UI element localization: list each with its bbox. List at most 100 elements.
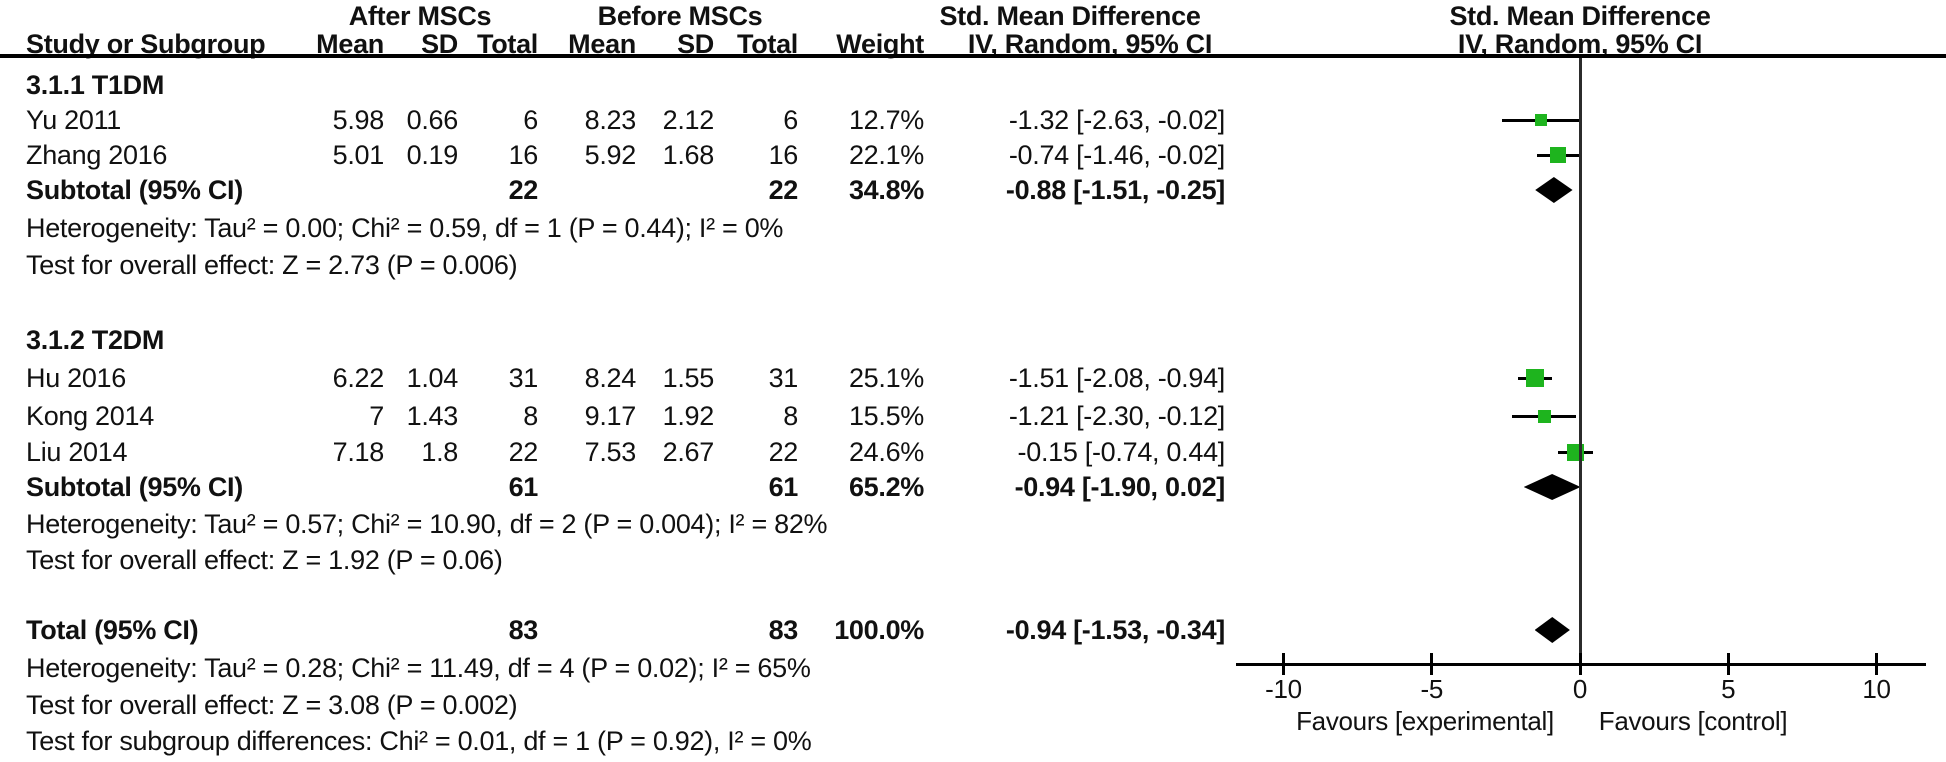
study-row-hu-2016: Hu 2016 6.22 1.04 31 8.24 1.55 31 25.1% … [0, 360, 1946, 396]
sd-before: 1.68 [662, 140, 715, 170]
header-divider [0, 54, 1946, 58]
weight: 25.1% [848, 363, 924, 393]
subtotal-label: Subtotal (95% CI) [26, 472, 243, 502]
overall-effect-t1dm: Test for overall effect: Z = 2.73 (P = 0… [0, 247, 1946, 283]
study-row-zhang-2016: Zhang 2016 5.01 0.19 16 5.92 1.68 16 22.… [0, 137, 1946, 173]
smd-plot-title: Std. Mean Difference [1449, 1, 1711, 31]
total-after: 6 [523, 105, 538, 135]
subtotal-weight: 34.8% [848, 175, 924, 205]
total-before: 8 [783, 401, 798, 431]
smd-ci-text: -1.51 [-2.08, -0.94] [1008, 363, 1225, 393]
mean-after: 7.18 [332, 437, 385, 467]
study-marker [1534, 114, 1547, 126]
subtotal-total-before: 22 [768, 175, 799, 205]
sd-before: 2.67 [662, 437, 715, 467]
subgroup-header-t2dm: 3.1.2 T2DM [0, 322, 1946, 358]
mean-before: 7.53 [584, 437, 637, 467]
subgroup-label: 3.1.2 T2DM [26, 325, 165, 355]
axis-tick [1726, 653, 1730, 675]
axis-tick [1282, 653, 1285, 675]
study-row-kong-2014: Kong 2014 7 1.43 8 9.17 1.92 8 15.5% -1.… [0, 398, 1946, 434]
weight: 22.1% [848, 140, 924, 170]
heterogeneity-text: Heterogeneity: Tau² = 0.00; Chi² = 0.59,… [26, 213, 784, 243]
overall-effect-total: Test for overall effect: Z = 3.08 (P = 0… [0, 687, 1946, 723]
total-total-before: 83 [768, 615, 799, 645]
overall-effect-text: Test for overall effect: Z = 1.92 (P = 0… [26, 545, 503, 575]
sd-before: 1.92 [662, 401, 715, 431]
axis-tick [1578, 653, 1582, 675]
overall-effect-text: Test for overall effect: Z = 2.73 (P = 0… [26, 250, 518, 280]
heterogeneity-total: Heterogeneity: Tau² = 0.28; Chi² = 11.49… [0, 650, 1946, 686]
axis-tick-label: 5 [1721, 674, 1736, 704]
smd-ci-text: -1.21 [-2.30, -0.12] [1008, 401, 1225, 431]
before-mscs-header: Before MSCs [597, 1, 763, 31]
subtotal-label: Subtotal (95% CI) [26, 175, 243, 205]
subgroup-label: 3.1.1 T1DM [26, 70, 165, 100]
mean-after: 5.01 [332, 140, 385, 170]
smd-ci-text: -0.74 [-1.46, -0.02] [1008, 140, 1225, 170]
favours-control-label: Favours [control] [1598, 706, 1788, 736]
total-label: Total (95% CI) [26, 615, 199, 645]
total-after: 31 [508, 363, 539, 393]
smd-column-title: Std. Mean Difference [939, 1, 1201, 31]
total-after: 22 [508, 437, 539, 467]
overall-effect-t2dm: Test for overall effect: Z = 1.92 (P = 0… [0, 542, 1946, 578]
weight: 24.6% [848, 437, 924, 467]
sd-before: 1.55 [662, 363, 715, 393]
weight: 12.7% [848, 105, 924, 135]
weight: 15.5% [848, 401, 924, 431]
total-after: 16 [508, 140, 539, 170]
axis-tick [1430, 653, 1434, 675]
header-row-groups: After MSCs Before MSCs Std. Mean Differe… [0, 0, 1946, 34]
heterogeneity-t2dm: Heterogeneity: Tau² = 0.57; Chi² = 10.90… [0, 506, 1946, 542]
favours-experimental-label: Favours [experimental] [1296, 706, 1554, 736]
study-marker [1526, 369, 1545, 387]
study-row-yu-2011: Yu 2011 5.98 0.66 6 8.23 2.12 6 12.7% -1… [0, 102, 1946, 138]
total-before: 16 [768, 140, 799, 170]
subtotal-total-after: 22 [508, 175, 539, 205]
study-marker [1537, 409, 1551, 423]
total-before: 22 [768, 437, 799, 467]
study-name: Yu 2011 [26, 105, 121, 135]
total-ci-text: -0.94 [-1.53, -0.34] [1005, 615, 1225, 645]
sd-after: 1.8 [421, 437, 458, 467]
mean-after: 7 [369, 401, 384, 431]
zero-line [1579, 58, 1582, 664]
study-name: Hu 2016 [26, 363, 126, 393]
subtotal-total-after: 61 [508, 472, 539, 502]
sd-before: 2.12 [662, 105, 715, 135]
total-total-after: 83 [508, 615, 539, 645]
sd-after: 0.66 [406, 105, 459, 135]
total-row: Total (95% CI) 83 83 100.0% -0.94 [-1.53… [0, 612, 1946, 648]
overall-effect-text: Test for overall effect: Z = 3.08 (P = 0… [26, 690, 518, 720]
sd-after: 0.19 [406, 140, 459, 170]
sd-after: 1.04 [406, 363, 459, 393]
mean-before: 9.17 [584, 401, 637, 431]
subtotal-row-t1dm: Subtotal (95% CI) 22 22 34.8% -0.88 [-1.… [0, 172, 1946, 208]
subgroup-differences-text: Test for subgroup differences: Chi² = 0.… [26, 726, 812, 756]
axis-tick-label: -10 [1265, 674, 1302, 704]
heterogeneity-t1dm: Heterogeneity: Tau² = 0.00; Chi² = 0.59,… [0, 210, 1946, 246]
smd-ci-text: -1.32 [-2.63, -0.02] [1008, 105, 1225, 135]
mean-after: 5.98 [332, 105, 385, 135]
study-row-liu-2014: Liu 2014 7.18 1.8 22 7.53 2.67 22 24.6% … [0, 434, 1946, 470]
axis-tick-label: -5 [1420, 674, 1444, 704]
total-before: 31 [768, 363, 799, 393]
mean-before: 5.92 [584, 140, 637, 170]
axis-tick-label: 10 [1862, 674, 1891, 704]
total-after: 8 [523, 401, 538, 431]
mean-after: 6.22 [332, 363, 385, 393]
axis-tick [1875, 653, 1878, 675]
subtotal-ci-text: -0.88 [-1.51, -0.25] [1005, 175, 1225, 205]
study-name: Liu 2014 [26, 437, 128, 467]
mean-before: 8.24 [584, 363, 637, 393]
subtotal-weight: 65.2% [848, 472, 924, 502]
axis-tick-label: 0 [1572, 674, 1588, 704]
study-name: Kong 2014 [26, 401, 154, 431]
subtotal-row-t2dm: Subtotal (95% CI) 61 61 65.2% -0.94 [-1.… [0, 469, 1946, 505]
study-name: Zhang 2016 [26, 140, 168, 170]
mean-before: 8.23 [584, 105, 637, 135]
study-marker [1550, 147, 1567, 163]
after-mscs-header: After MSCs [348, 1, 492, 31]
